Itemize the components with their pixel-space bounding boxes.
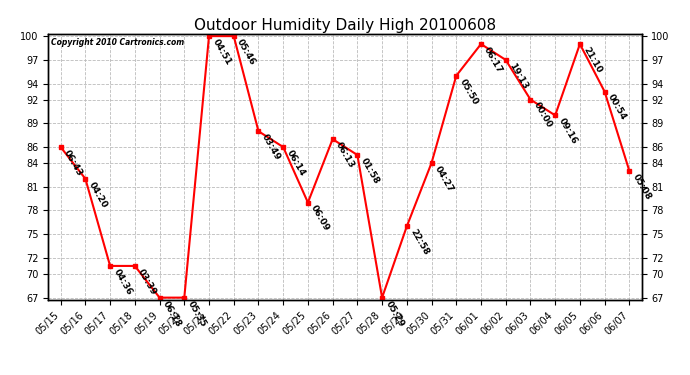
Text: 04:27: 04:27 (433, 164, 455, 194)
Text: 22:58: 22:58 (408, 228, 431, 257)
Text: 05:50: 05:50 (457, 77, 480, 106)
Text: 09:16: 09:16 (557, 117, 579, 146)
Text: 04:36: 04:36 (112, 267, 134, 297)
Text: 00:54: 00:54 (606, 93, 628, 122)
Text: 04:20: 04:20 (87, 180, 109, 209)
Text: 06:43: 06:43 (62, 148, 84, 178)
Text: 19:13: 19:13 (507, 61, 529, 91)
Text: 04:51: 04:51 (210, 38, 233, 67)
Text: 06:17: 06:17 (482, 45, 504, 75)
Text: 21:10: 21:10 (581, 45, 603, 75)
Text: 06:14: 06:14 (284, 148, 306, 178)
Text: 06:13: 06:13 (334, 141, 356, 170)
Text: 03:39: 03:39 (136, 267, 158, 297)
Text: 05:35: 05:35 (186, 299, 208, 328)
Text: Copyright 2010 Cartronics.com: Copyright 2010 Cartronics.com (51, 38, 184, 47)
Title: Outdoor Humidity Daily High 20100608: Outdoor Humidity Daily High 20100608 (194, 18, 496, 33)
Text: 05:29: 05:29 (384, 299, 406, 328)
Text: 05:08: 05:08 (631, 172, 653, 201)
Text: 01:58: 01:58 (359, 156, 381, 186)
Text: 05:46: 05:46 (235, 38, 257, 67)
Text: 06:09: 06:09 (309, 204, 331, 233)
Text: 00:00: 00:00 (532, 101, 553, 130)
Text: 06:18: 06:18 (161, 299, 183, 328)
Text: 03:49: 03:49 (260, 133, 282, 162)
